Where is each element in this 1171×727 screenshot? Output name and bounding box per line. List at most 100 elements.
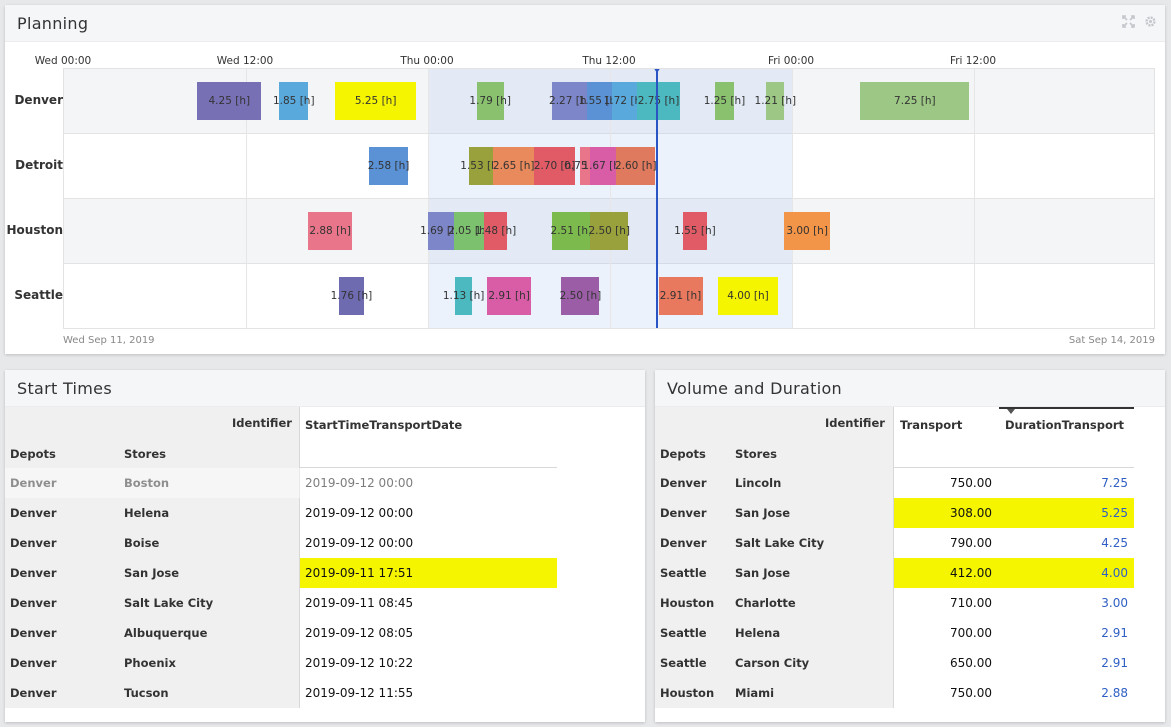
depots-header[interactable]: Depots <box>660 447 706 461</box>
table-row[interactable]: Denver Helena 2019-09-12 00:00 <box>5 498 557 528</box>
gantt-bar[interactable]: 1.55 [h] <box>674 212 716 250</box>
duration-value: 2.88 <box>1101 686 1128 700</box>
depots-header[interactable]: Depots <box>10 447 56 461</box>
gantt-bar[interactable]: 2.50 [h] <box>559 277 602 315</box>
table-row[interactable]: Denver Lincoln 750.00 7.25 <box>655 468 1134 498</box>
table-row[interactable]: Denver Boise 2019-09-12 00:00 <box>5 528 557 558</box>
gantt-bar-label: 1.53 [h] <box>460 160 502 172</box>
table-row[interactable]: Denver Albuquerque 2019-09-12 08:05 <box>5 618 557 648</box>
table-row[interactable]: Houston Miami 750.00 2.88 <box>655 678 1134 708</box>
gantt-bar[interactable]: 1.21 [h] <box>755 82 796 120</box>
table-row[interactable]: Seattle San Jose 412.00 4.00 <box>655 558 1134 588</box>
gear-icon[interactable] <box>1143 15 1157 29</box>
start-time-cell[interactable]: 2019-09-12 00:00 <box>299 468 557 498</box>
value-cells[interactable]: 412.00 4.00 <box>893 558 1134 588</box>
gantt-bar[interactable]: 2.60 [h] <box>615 147 657 185</box>
table-row[interactable]: Denver San Jose 2019-09-11 17:51 <box>5 558 557 588</box>
value-cells[interactable]: 750.00 7.25 <box>893 468 1134 498</box>
transport-column-header[interactable]: Transport <box>893 407 1134 468</box>
store-cell: San Jose <box>735 566 791 580</box>
gantt-bar[interactable]: 4.00 [h] <box>717 277 779 315</box>
table-row[interactable]: Denver San Jose 308.00 5.25 <box>655 498 1134 528</box>
table-row[interactable]: Denver Salt Lake City 2019-09-11 08:45 <box>5 588 557 618</box>
gantt-bar-label: 2.50 [h] <box>559 290 602 302</box>
gantt-bar[interactable]: 1.55 [h] <box>579 82 620 120</box>
gantt-bar[interactable]: 2.91 [h] <box>658 277 703 315</box>
table-row[interactable]: Seattle Helena 700.00 2.91 <box>655 618 1134 648</box>
duration-column-header[interactable]: DurationTransport <box>1005 418 1125 432</box>
gantt-bar[interactable]: 1.48 [h] <box>475 212 516 250</box>
table-row[interactable]: Denver Salt Lake City 790.00 4.25 <box>655 528 1134 558</box>
sort-indicator-bar <box>999 407 1134 409</box>
stores-header[interactable]: Stores <box>735 447 777 461</box>
current-time-line[interactable] <box>653 69 662 328</box>
gantt-bar[interactable]: 2.91 [h] <box>487 277 532 315</box>
gantt-bar[interactable]: 2.27 [h] <box>549 82 591 120</box>
gantt-chart[interactable]: 4.25 [h] 1.85 [h] 5.25 [h] 1.79 [h] 2.27 [h]… <box>63 68 1155 329</box>
gantt-bar[interactable]: 2.75 [h] <box>637 82 680 120</box>
table-row[interactable]: Denver Tucson 2019-09-12 11:55 <box>5 678 557 708</box>
grid-line <box>792 69 793 328</box>
value-cells[interactable]: 790.00 4.25 <box>893 528 1134 558</box>
start-time-cell[interactable]: 2019-09-12 00:00 <box>299 498 557 528</box>
volume-header: Volume and Duration <box>655 370 1165 407</box>
gantt-bar[interactable]: 2.51 [h] <box>551 212 592 250</box>
axis-tick-label: Thu 12:00 <box>582 55 636 67</box>
dimension-cells <box>655 558 893 588</box>
stores-header[interactable]: Stores <box>124 447 166 461</box>
table-row[interactable]: Denver Phoenix 2019-09-12 10:22 <box>5 648 557 678</box>
store-cell: Miami <box>735 686 775 700</box>
gantt-bar[interactable]: 1.79 [h] <box>469 82 511 120</box>
start-time-value: 2019-09-12 00:00 <box>305 476 414 490</box>
depot-cell: Denver <box>10 596 57 610</box>
start-time-cell[interactable]: 2019-09-12 08:05 <box>299 618 557 648</box>
transport-value: 790.00 <box>950 536 992 550</box>
start-time-value: 2019-09-12 11:55 <box>305 686 414 700</box>
dimension-cells <box>5 558 299 588</box>
table-row[interactable]: Seattle Carson City 650.00 2.91 <box>655 648 1134 678</box>
gantt-bar[interactable]: 1.69 [h] <box>420 212 462 250</box>
gantt-bar[interactable]: 1.76 [h] <box>331 277 372 315</box>
store-cell: Carson City <box>735 656 810 670</box>
grid-line <box>610 69 611 328</box>
start-time-cell[interactable]: 2019-09-11 17:51 <box>299 558 557 588</box>
value-cells[interactable]: 650.00 2.91 <box>893 648 1134 678</box>
start-time-column-header[interactable]: StartTimeTransportDate <box>299 407 557 468</box>
duration-value: 4.25 <box>1101 536 1128 550</box>
gantt-row <box>64 134 1154 199</box>
gantt-bar[interactable]: 2.05 [h] <box>448 212 490 250</box>
gantt-bar[interactable]: 2.58 [h] <box>368 147 409 185</box>
store-cell: Salt Lake City <box>735 536 825 550</box>
value-cells[interactable]: 750.00 2.88 <box>893 678 1134 708</box>
duration-value: 7.25 <box>1101 476 1128 490</box>
gantt-bar[interactable]: 5.25 [h] <box>335 82 416 120</box>
table-row[interactable]: Houston Charlotte 710.00 3.00 <box>655 588 1134 618</box>
start-time-cell[interactable]: 2019-09-12 10:22 <box>299 648 557 678</box>
gantt-bar[interactable]: 2.88 [h] <box>308 212 353 250</box>
gantt-bar[interactable]: 2.70 [h] <box>534 147 575 185</box>
value-cells[interactable]: 700.00 2.91 <box>893 618 1134 648</box>
gantt-bar[interactable]: 2.50 [h] <box>588 212 630 250</box>
expand-icon[interactable] <box>1121 15 1135 29</box>
gantt-bar[interactable]: 1.13 [h] <box>443 277 484 315</box>
gantt-bar[interactable]: 1.53 [h] <box>460 147 502 185</box>
start-time-cell[interactable]: 2019-09-12 11:55 <box>299 678 557 708</box>
gantt-bar[interactable]: 1.72 [h] <box>604 82 645 120</box>
identifier-header: Identifier <box>825 416 885 430</box>
gantt-bar[interactable]: 1.85 [h] <box>273 82 315 120</box>
gantt-bar[interactable]: 3.00 [h] <box>784 212 830 250</box>
gantt-bar[interactable]: 7.25 [h] <box>860 82 970 120</box>
start-time-cell[interactable]: 2019-09-11 08:45 <box>299 588 557 618</box>
table-row[interactable]: Denver Boston 2019-09-12 00:00 <box>5 468 557 498</box>
dimension-cells <box>655 498 893 528</box>
value-cells[interactable]: 308.00 5.25 <box>893 498 1134 528</box>
gantt-bar[interactable]: 4.25 [h] <box>197 82 262 120</box>
gantt-bar[interactable]: 1.67 [h] <box>582 147 624 185</box>
start-time-cell[interactable]: 2019-09-12 00:00 <box>299 528 557 558</box>
depot-cell: Denver <box>10 536 57 550</box>
sort-desc-icon[interactable] <box>1007 409 1015 414</box>
value-cells[interactable]: 710.00 3.00 <box>893 588 1134 618</box>
dimension-cells <box>655 648 893 678</box>
gantt-bar[interactable]: 2.65 [h] <box>493 147 534 185</box>
gantt-bar[interactable]: 1.25 [h] <box>704 82 745 120</box>
